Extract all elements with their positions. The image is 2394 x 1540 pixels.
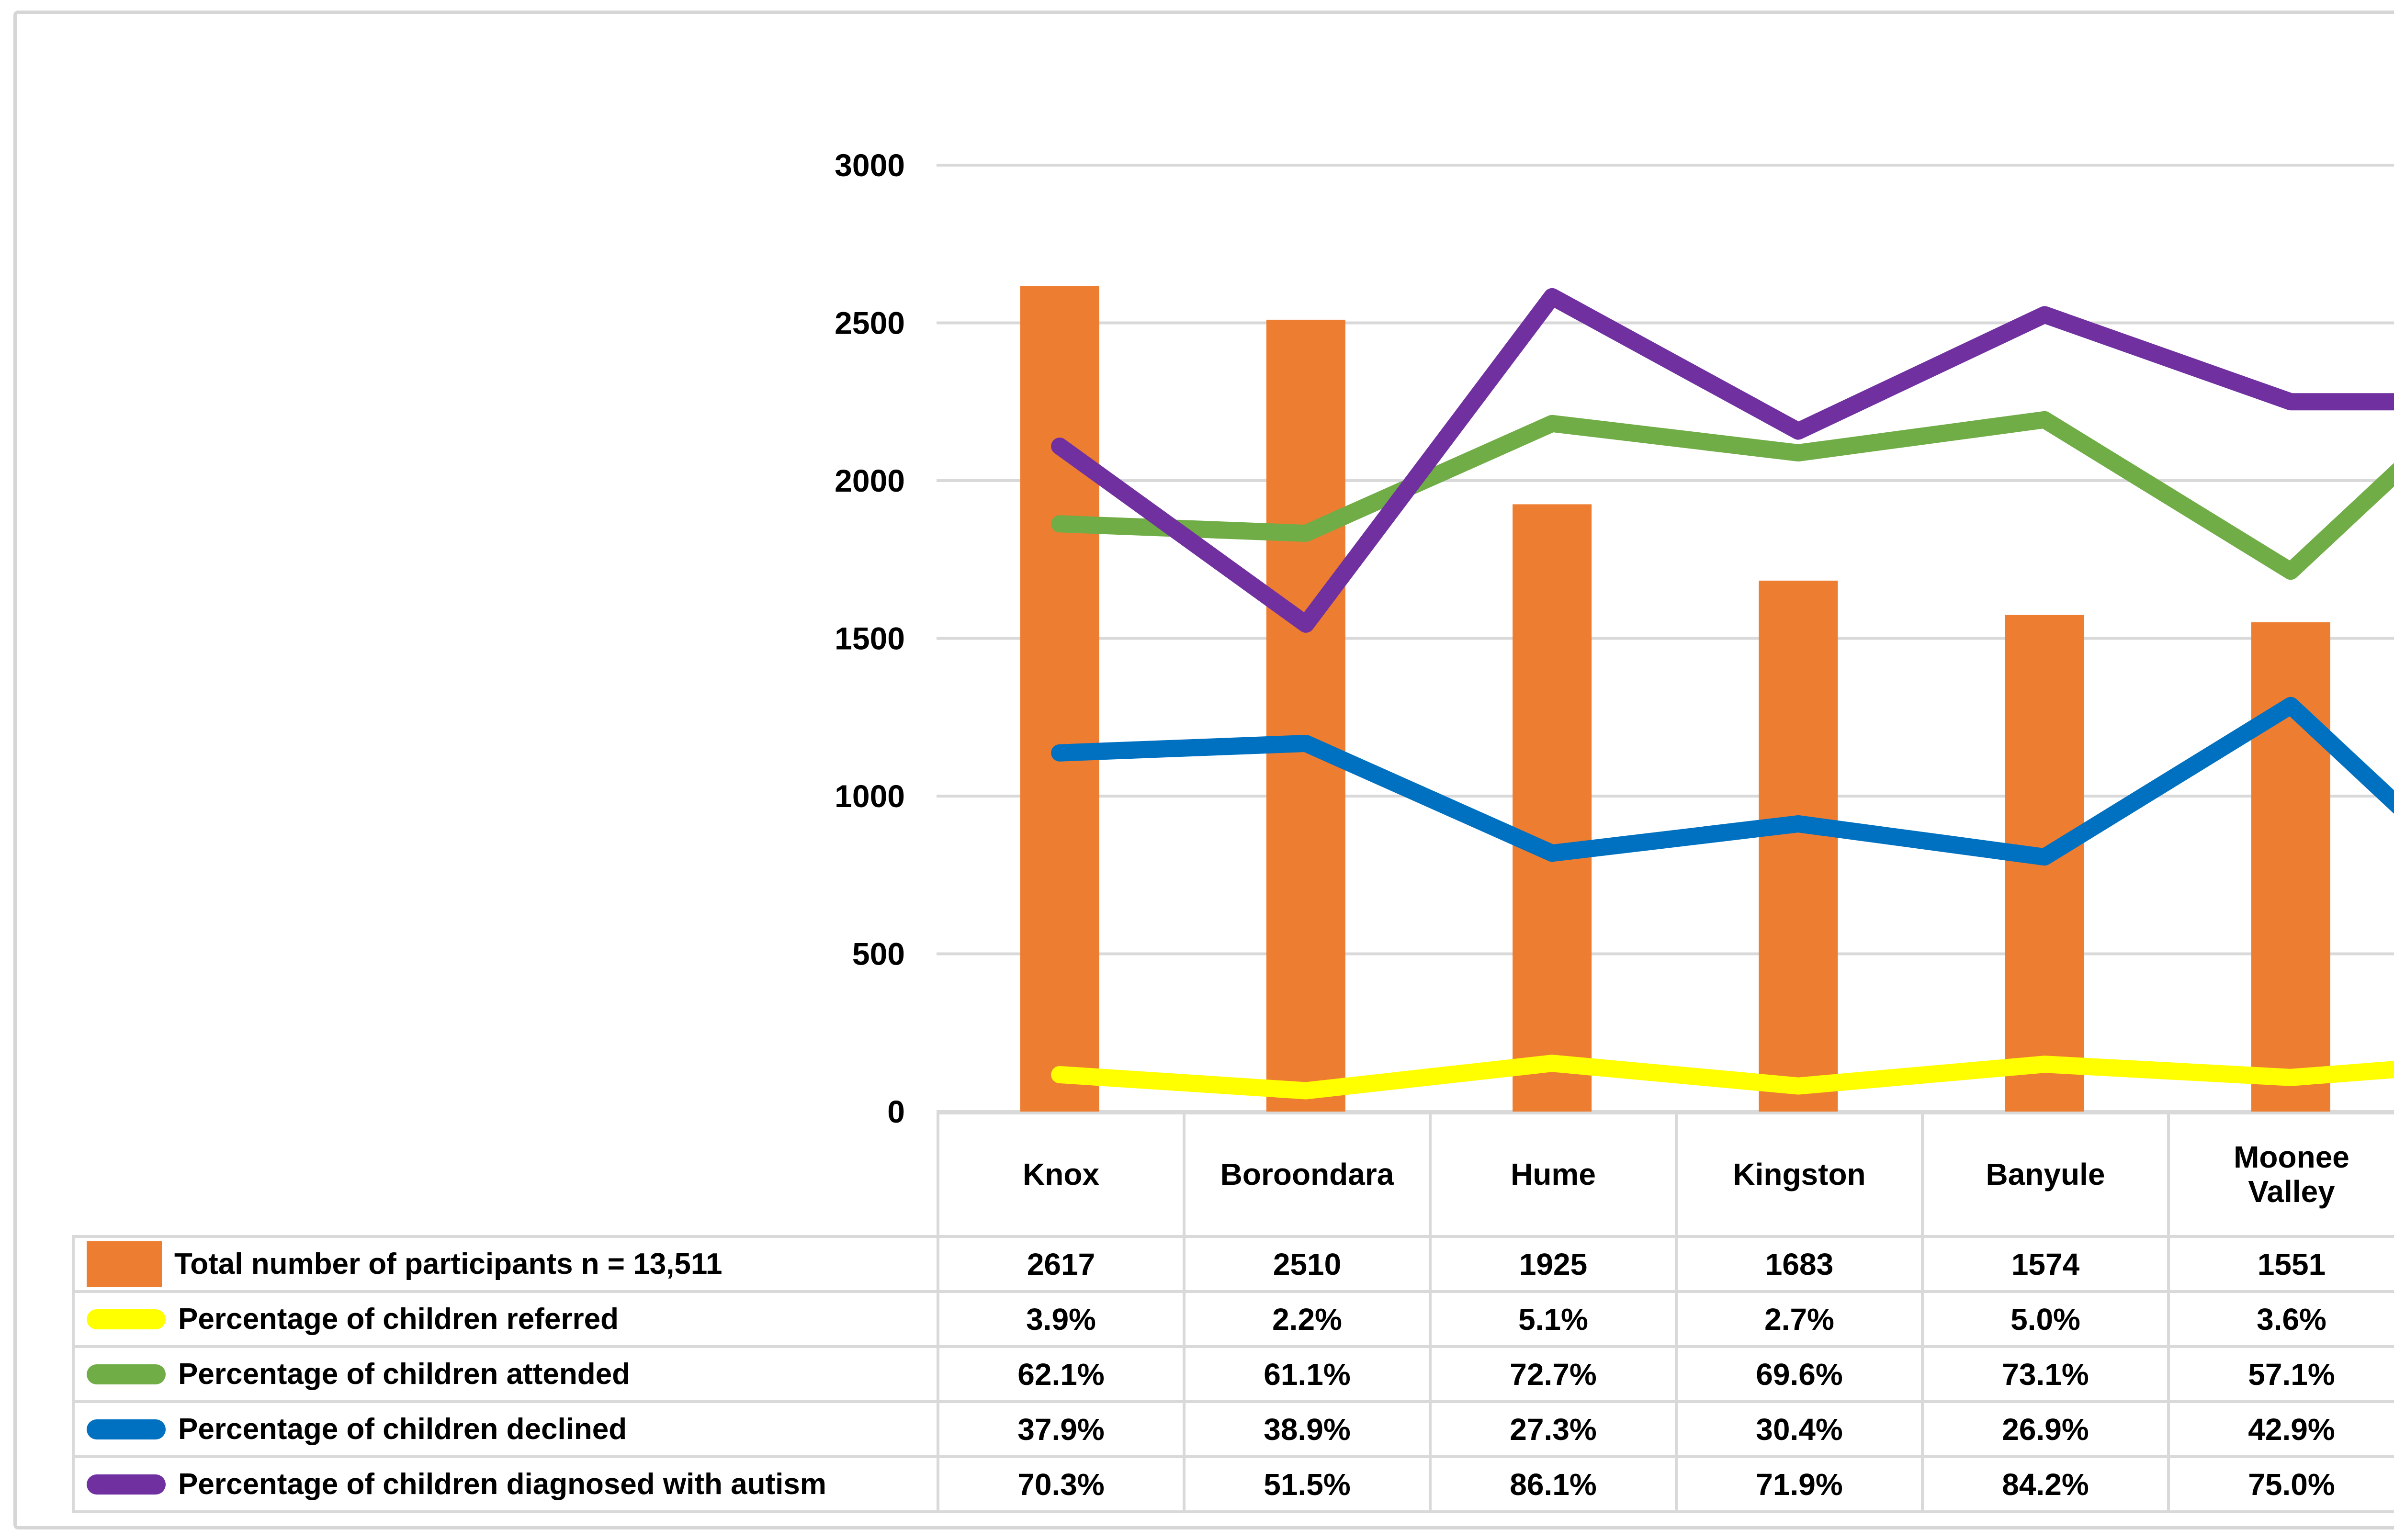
legend-cell-percentage-of-children-attended: Percentage of children attended [72,1345,939,1403]
legend-label: Percentage of children diagnosed with au… [178,1468,826,1501]
legend-label: Percentage of children declined [178,1413,627,1446]
left-axis-tick-2500: 2500 [835,305,905,341]
line-swatch-icon [87,1419,166,1439]
legend-cell-percentage-of-children-declined: Percentage of children declined [72,1400,939,1458]
table-row-percentage-of-children-diagnosed-with-autism: Percentage of children diagnosed with au… [72,1455,2394,1513]
table-corner-cell [73,1113,939,1238]
bar-knox [1020,286,1099,1112]
value-percentage-of-children-declined-banyule: 26.9% [1921,1400,2170,1458]
line-percentage-of-children-attended [1051,411,2394,580]
line-swatch-icon [87,1364,166,1384]
legend-cell-percentage-of-children-referred: Percentage of children referred [72,1290,939,1348]
table-row-percentage-of-children-declined: Percentage of children declined 37.9% 38.9… [72,1400,2394,1458]
left-axis-tick-2000: 2000 [835,463,905,498]
value-percentage-of-children-referred-hume: 5.1% [1429,1290,1678,1348]
value-percentage-of-children-diagnosed-with-autism-hume: 86.1% [1429,1455,1678,1513]
value-percentage-of-children-attended-kingston: 69.6% [1675,1345,1924,1403]
table-row-percentage-of-children-attended: Percentage of children attended 62.1% 61.1… [72,1345,2394,1403]
value-percentage-of-children-declined-knox: 37.9% [937,1400,1186,1458]
value-percentage-of-children-diagnosed-with-autism-moonee-valley: 75.0% [2167,1455,2394,1513]
line-swatch-icon [87,1309,166,1329]
value-percentage-of-children-diagnosed-with-autism-banyule: 84.2% [1921,1455,2170,1513]
bar-moonee-valley [2251,622,2330,1112]
category-header-knox: Knox [937,1112,1186,1238]
value-total-number-of-participants-n-13-511-banyule: 1574 [1921,1235,2170,1293]
left-axis-tick-3000: 3000 [835,147,905,183]
value-total-number-of-participants-n-13-511-hume: 1925 [1429,1235,1678,1293]
category-header-kingston: Kingston [1675,1112,1924,1238]
category-header-boroondara: Boroondara [1183,1112,1432,1238]
table-row-percentage-of-children-referred: Percentage of children referred 3.9% 2.2% 5… [72,1290,2394,1348]
bar-swatch-icon [87,1241,162,1287]
line-swatch-icon [87,1474,166,1495]
bar-boroondara [1266,319,1345,1112]
category-header-banyule: Banyule [1921,1112,2170,1238]
data-table: Knox Boroondara Hume Kingston Banyule Moonee … [72,1112,2394,1513]
value-total-number-of-participants-n-13-511-boroondara: 2510 [1183,1235,1432,1293]
value-percentage-of-children-referred-banyule: 5.0% [1921,1290,2170,1348]
left-axis-tick-1000: 1000 [835,778,905,814]
value-percentage-of-children-diagnosed-with-autism-knox: 70.3% [937,1455,1186,1513]
value-percentage-of-children-declined-boroondara: 38.9% [1183,1400,1432,1458]
left-axis-tick-1500: 1500 [835,621,905,656]
bar-hume [1513,504,1592,1112]
line-percentage-of-children-declined [1051,697,2394,866]
value-percentage-of-children-referred-moonee-valley: 3.6% [2167,1290,2394,1348]
value-total-number-of-participants-n-13-511-knox: 2617 [937,1235,1186,1293]
bar-series-total-number-of-participants-n-13-511 [1020,286,2330,1112]
value-percentage-of-children-declined-moonee-valley: 42.9% [2167,1400,2394,1458]
table-row-total-number-of-participants-n-13-511: Total number of participants n = 13,511 2… [72,1235,2394,1293]
value-percentage-of-children-attended-knox: 62.1% [937,1345,1186,1403]
value-percentage-of-children-diagnosed-with-autism-boroondara: 51.5% [1183,1455,1432,1513]
value-percentage-of-children-referred-boroondara: 2.2% [1183,1290,1432,1348]
bar-kingston [1759,580,1838,1112]
legend-label: Percentage of children attended [178,1358,630,1391]
value-total-number-of-participants-n-13-511-kingston: 1683 [1675,1235,1924,1293]
gridlines [937,164,2394,1113]
legend-label: Percentage of children referred [178,1303,619,1336]
value-percentage-of-children-attended-banyule: 73.1% [1921,1345,2170,1403]
line-percentage-of-children-referred [1051,1055,2394,1100]
chart-outer-border [13,11,2394,1529]
value-percentage-of-children-diagnosed-with-autism-kingston: 71.9% [1675,1455,1924,1513]
legend-cell-percentage-of-children-diagnosed-with-autism: Percentage of children diagnosed with au… [72,1455,939,1513]
value-percentage-of-children-attended-moonee-valley: 57.1% [2167,1345,2394,1403]
legend-cell-total-number-of-participants-n-13-511: Total number of participants n = 13,511 [72,1235,939,1293]
table-header-row: Knox Boroondara Hume Kingston Banyule Moonee … [73,1112,2394,1238]
value-percentage-of-children-referred-kingston: 2.7% [1675,1290,1924,1348]
value-percentage-of-children-attended-hume: 72.7% [1429,1345,1678,1403]
value-total-number-of-participants-n-13-511-moonee-valley: 1551 [2167,1235,2394,1293]
legend-label: Total number of participants n = 13,511 [174,1248,723,1281]
left-axis-tick-500: 500 [852,936,905,972]
value-percentage-of-children-attended-boroondara: 61.1% [1183,1345,1432,1403]
category-header-hume: Hume [1429,1112,1678,1238]
value-percentage-of-children-declined-kingston: 30.4% [1675,1400,1924,1458]
value-percentage-of-children-declined-hume: 27.3% [1429,1400,1678,1458]
value-percentage-of-children-referred-knox: 3.9% [937,1290,1186,1348]
category-header-moonee-valley: Moonee Valley [2167,1112,2394,1238]
line-percentage-of-children-diagnosed-with-autism [1051,288,2394,633]
